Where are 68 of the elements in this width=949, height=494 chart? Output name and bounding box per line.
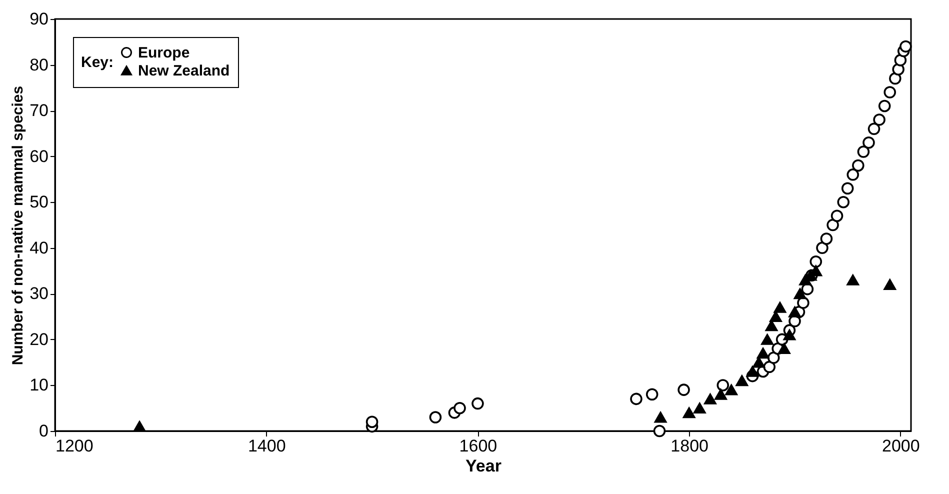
- point: [816, 242, 828, 254]
- point: [133, 420, 146, 432]
- y-tick-label: 90: [30, 10, 48, 28]
- y-tick-label: 60: [30, 146, 48, 166]
- point: [826, 218, 839, 232]
- point: [429, 411, 442, 424]
- point: [794, 288, 806, 300]
- point: [846, 274, 860, 286]
- point: [714, 388, 727, 400]
- point: [862, 136, 875, 149]
- x-tick-label: 1600: [459, 436, 498, 456]
- y-tick-label: 0: [39, 422, 48, 440]
- point: [694, 402, 706, 414]
- y-tick-label: 40: [30, 238, 48, 258]
- point: [884, 279, 896, 290]
- point: [783, 329, 796, 340]
- point: [878, 100, 891, 112]
- point: [366, 416, 378, 428]
- point: [852, 159, 864, 172]
- point: [704, 394, 716, 404]
- point: [654, 412, 667, 423]
- point: [841, 182, 854, 195]
- point: [774, 302, 786, 313]
- point: [857, 146, 870, 158]
- x-tick-label: 1800: [670, 436, 708, 456]
- point: [846, 168, 860, 181]
- point: [889, 72, 902, 85]
- legend-label: Europe: [138, 44, 190, 62]
- legend-label: New Zealand: [138, 62, 230, 80]
- legend-title: Key:: [81, 54, 114, 71]
- point: [454, 402, 466, 414]
- point: [778, 343, 790, 354]
- point: [900, 40, 912, 53]
- point: [788, 306, 801, 318]
- point: [820, 232, 833, 245]
- point: [761, 334, 774, 345]
- point: [797, 296, 810, 309]
- x-tick-label: 1400: [248, 436, 286, 456]
- x-tick-label: 2000: [882, 436, 920, 456]
- point: [894, 54, 907, 66]
- point: [630, 392, 642, 406]
- point: [868, 122, 880, 135]
- y-tick-label: 50: [30, 192, 48, 212]
- y-tick-label: 70: [30, 101, 48, 120]
- point: [767, 352, 780, 364]
- y-axis-title: Number of non-native mammal species: [10, 86, 27, 366]
- point: [756, 348, 770, 359]
- point: [678, 384, 690, 396]
- y-tick-label: 10: [30, 376, 48, 395]
- x-tick-label: 1200: [56, 436, 94, 456]
- point: [472, 397, 484, 410]
- y-tick-label: 20: [30, 330, 48, 349]
- point: [736, 375, 748, 386]
- point: [884, 86, 896, 98]
- point: [653, 424, 666, 438]
- point: [746, 366, 759, 377]
- point: [810, 255, 822, 268]
- x-axis-title: Year: [466, 456, 502, 476]
- point: [873, 114, 886, 126]
- point: [830, 210, 844, 222]
- y-tick-label: 30: [30, 284, 48, 304]
- point: [716, 379, 730, 392]
- point: [646, 388, 658, 401]
- point: [837, 196, 850, 208]
- point: [770, 311, 782, 322]
- point: [682, 407, 696, 418]
- point: [725, 384, 738, 396]
- y-tick-label: 80: [30, 55, 48, 74]
